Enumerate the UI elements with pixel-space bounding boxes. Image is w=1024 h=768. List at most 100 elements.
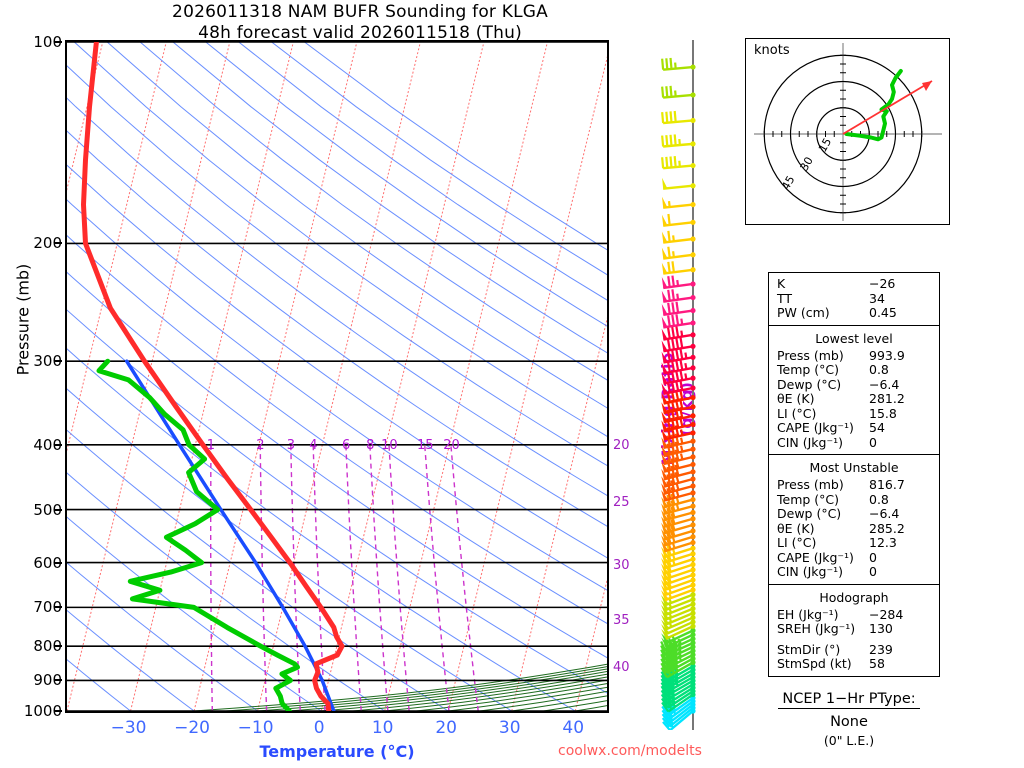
index-row: Press (mb) 816.7 xyxy=(769,477,939,493)
title-line-1: 2026011318 NAM BUFR Sounding for KLGA xyxy=(172,2,548,22)
index-row: Dewp (°C) −6.4 xyxy=(769,506,939,522)
mixing-ratio-label: 8 xyxy=(366,437,375,453)
indices-section-lowest-level: Lowest level Press (mb) 993.9 Temp (°C) 0.8… xyxy=(769,326,939,455)
rows-most-unstable: Press (mb) 816.7 Temp (°C) 0.8 Dewp (°C) −6.4… xyxy=(769,477,939,580)
temperature-tick-label: 20 xyxy=(435,718,457,738)
index-key: CAPE (Jkg⁻¹) xyxy=(777,549,854,565)
page-title: 2026011318 NAM BUFR Sounding for KLGA 48… xyxy=(0,2,720,44)
index-key: CIN (Jkg⁻¹) xyxy=(777,564,843,579)
index-value: 281.2 xyxy=(869,391,905,406)
temperature-tick-label: 10 xyxy=(371,718,394,738)
hodograph-ring-label: 45 xyxy=(779,174,797,193)
pressure-tick-label: 400 xyxy=(33,435,62,454)
temperature-tick-label: 30 xyxy=(498,718,521,738)
index-row: LI (°C) 15.8 xyxy=(769,405,939,422)
pressure-tick xyxy=(54,242,62,245)
pressure-tick xyxy=(54,561,62,564)
index-row: θE (K) 285.2 xyxy=(769,520,939,537)
index-value: 0 xyxy=(869,564,877,579)
altitude-tick-label: 30 xyxy=(613,558,630,573)
index-row: PW (cm) 0.45 xyxy=(769,305,939,321)
index-value: 0.45 xyxy=(869,305,897,320)
index-key: SREH (Jkg⁻¹) xyxy=(777,621,856,636)
index-key: Temp (°C) xyxy=(777,491,840,507)
wind-barb-column xyxy=(648,40,718,732)
ptype-header: NCEP 1−Hr PType: xyxy=(778,691,920,709)
index-row: CAPE (Jkg⁻¹) 0 xyxy=(769,549,939,566)
index-value: 0 xyxy=(869,434,877,450)
index-value: 15.8 xyxy=(869,405,897,421)
index-key: Dewp (°C) xyxy=(777,376,842,392)
rows-hodograph: EH (Jkg⁻¹) −284 SREH (Jkg⁻¹) 130 StmDir (°) 2… xyxy=(769,606,939,672)
index-key: Press (mb) xyxy=(777,347,844,363)
index-key: CIN (Jkg⁻¹) xyxy=(777,434,843,450)
pressure-tick xyxy=(54,508,62,511)
index-key: LI (°C) xyxy=(777,535,817,550)
skewt-diagram[interactable]: 1 2 3 4 6 8 10 15 20 xyxy=(65,40,609,713)
altitude-tick-label: 35 xyxy=(613,613,630,628)
section-header: Most Unstable xyxy=(809,460,899,475)
index-row: Temp (°C) 0.8 xyxy=(769,362,939,378)
pressure-tick-label: 900 xyxy=(33,671,62,690)
index-value: 34 xyxy=(869,290,885,306)
pressure-tick-label: 500 xyxy=(33,500,62,519)
hodograph-panel[interactable]: knots 15 30 45 xyxy=(745,38,950,225)
pressure-tick xyxy=(54,360,62,363)
index-key: StmSpd (kt) xyxy=(777,656,852,671)
temperature-axis: −30 −20 −10 0 10 20 30 40 xyxy=(0,718,680,742)
indices-panel: K −26 TT 34 PW (cm) 0.45 Lowest level Press (… xyxy=(768,272,940,677)
index-value: 130 xyxy=(869,621,893,636)
pressure-tick-label: 600 xyxy=(33,553,62,572)
temperature-tick-label: −30 xyxy=(110,718,147,738)
index-value: 993.9 xyxy=(869,347,905,363)
index-row: Temp (°C) 0.8 xyxy=(769,491,939,508)
index-value: −284 xyxy=(869,606,904,622)
hodograph-ring-label: 15 xyxy=(816,136,834,155)
index-key: TT xyxy=(777,290,793,306)
credit-link[interactable]: coolwx.com/modelts xyxy=(558,743,702,759)
rows-lowest-level: Press (mb) 993.9 Temp (°C) 0.8 Dewp (°C) −6.4… xyxy=(769,347,939,451)
index-value: −6.4 xyxy=(869,376,900,392)
altitude-tick-label: 25 xyxy=(613,495,630,510)
index-row: LI (°C) 12.3 xyxy=(769,535,939,551)
index-key: Temp (°C) xyxy=(777,362,840,377)
index-row: SREH (Jkg⁻¹) 130 xyxy=(769,621,939,637)
index-value: 12.3 xyxy=(869,535,897,550)
mixing-ratio-label: 6 xyxy=(342,437,351,453)
index-row: StmDir (°) 239 xyxy=(769,641,939,658)
pressure-tick xyxy=(54,443,62,446)
mixing-ratio-label: 15 xyxy=(416,437,434,453)
index-row: CIN (Jkg⁻¹) 0 xyxy=(769,434,939,451)
index-row: EH (Jkg⁻¹) −284 xyxy=(769,606,939,623)
indices-section-top: K −26 TT 34 PW (cm) 0.45 xyxy=(769,273,939,326)
skewt-canvas xyxy=(67,42,607,711)
index-value: 0.8 xyxy=(869,362,889,377)
pressure-tick-label: 800 xyxy=(33,637,62,656)
index-key: StmDir (°) xyxy=(777,641,841,657)
pressure-tick xyxy=(54,645,62,648)
temperature-tick-label: −10 xyxy=(237,718,274,738)
mixing-ratio-label: 1 xyxy=(206,437,216,453)
hodograph-ring-label: 30 xyxy=(798,155,816,174)
index-value: −26 xyxy=(869,276,896,291)
index-value: 816.7 xyxy=(869,477,905,492)
temperature-tick-label: 40 xyxy=(562,718,585,738)
wind-barb-canvas xyxy=(660,40,696,732)
index-row: TT 34 xyxy=(769,290,939,307)
index-key: LI (°C) xyxy=(777,405,817,421)
mixing-ratio-label: 20 xyxy=(443,437,460,453)
index-value: 54 xyxy=(869,420,885,435)
pressure-tick xyxy=(54,41,62,43)
index-row: CIN (Jkg⁻¹) 0 xyxy=(769,564,939,580)
index-value: 0 xyxy=(869,549,877,565)
indices-section-hodograph: Hodograph EH (Jkg⁻¹) −284 SREH (Jkg⁻¹) 130 S… xyxy=(769,585,939,676)
pressure-tick xyxy=(54,679,62,682)
pressure-tick-label: 100 xyxy=(33,33,62,51)
index-row: CAPE (Jkg⁻¹) 54 xyxy=(769,420,939,436)
index-value: 285.2 xyxy=(869,520,905,536)
hodograph-units-label: knots xyxy=(754,43,790,58)
index-row: θE (K) 281.2 xyxy=(769,391,939,407)
mixing-ratio-label: 10 xyxy=(381,437,398,453)
